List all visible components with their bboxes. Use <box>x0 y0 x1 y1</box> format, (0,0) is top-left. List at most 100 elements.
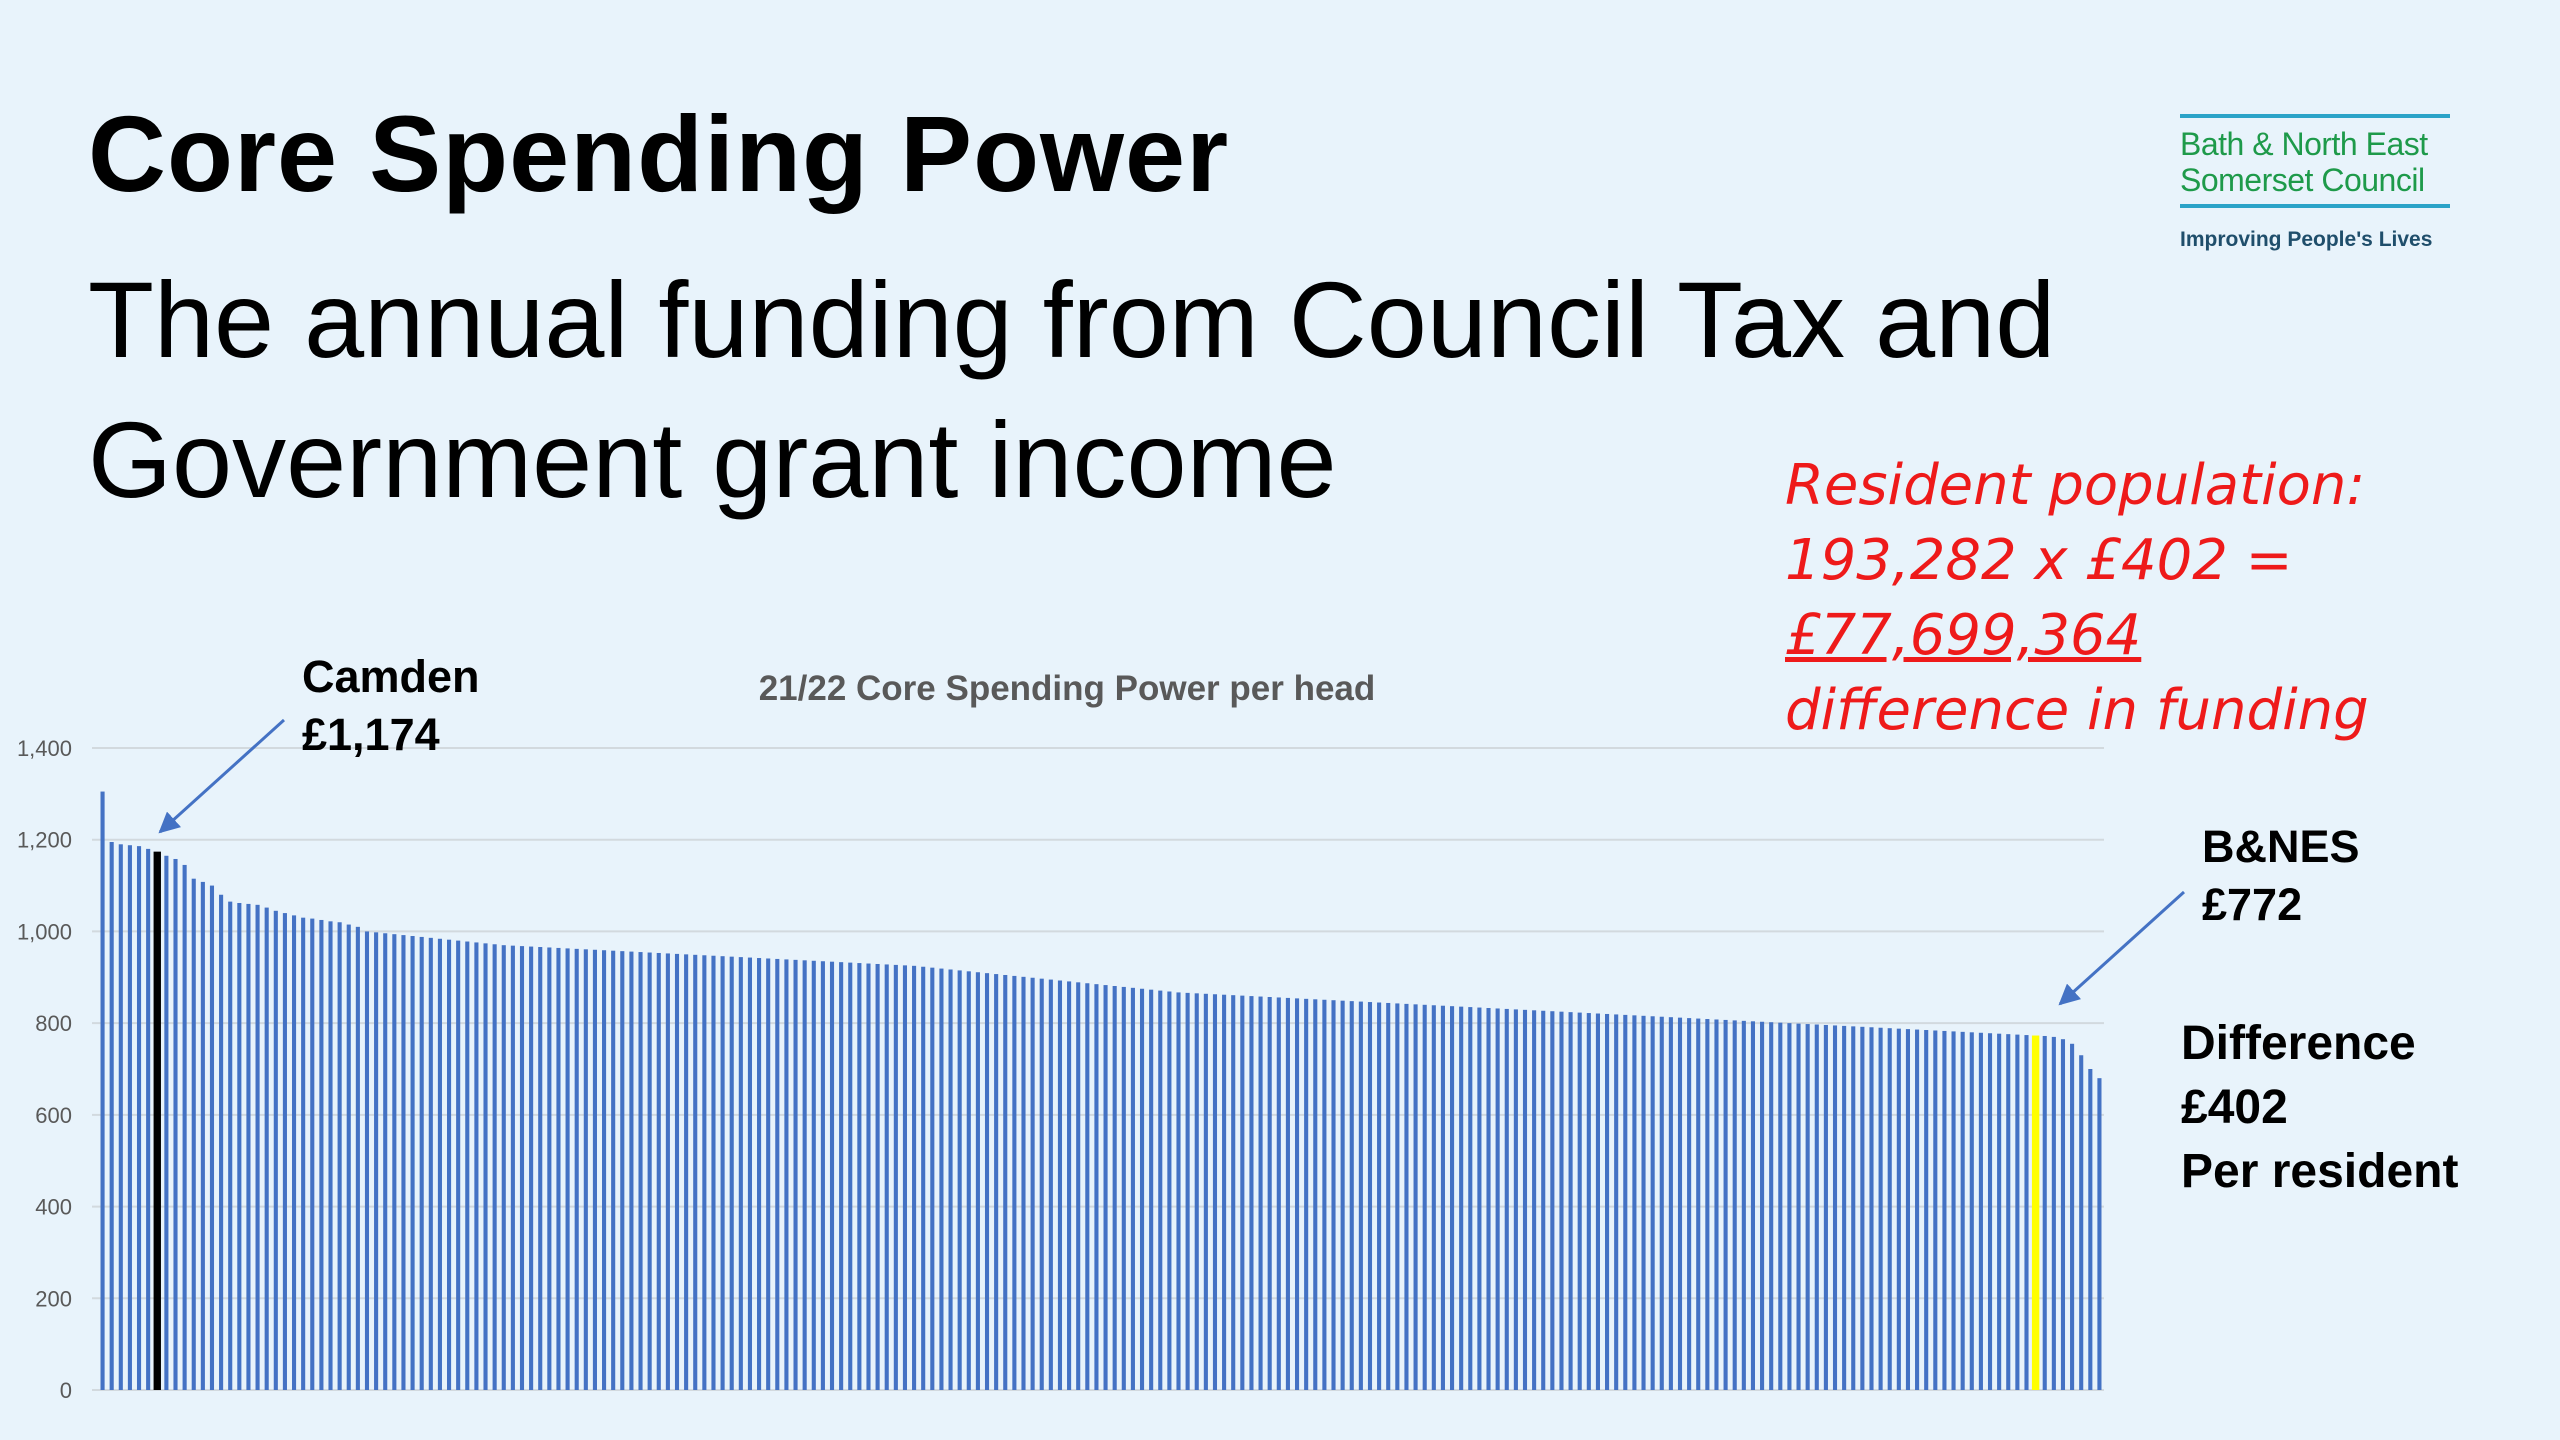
bar <box>1951 1031 1956 1390</box>
bar <box>182 864 187 1390</box>
bar <box>1167 991 1172 1390</box>
bnes-arrow <box>2058 890 2186 1006</box>
bar <box>1559 1011 1564 1390</box>
bar <box>410 936 415 1390</box>
bar <box>1012 975 1017 1390</box>
bar <box>1449 1006 1455 1390</box>
bar <box>2015 1034 2020 1390</box>
bar <box>1249 996 1254 1390</box>
difference-line3: Per resident <box>2181 1145 2459 1198</box>
y-tick-label: 1,200 <box>17 828 72 853</box>
bar <box>1541 1010 1546 1390</box>
bar <box>592 949 597 1390</box>
note-amount: £77,699,364 <box>1785 603 2142 668</box>
bar <box>994 974 999 1390</box>
bar <box>547 947 552 1390</box>
bar <box>574 948 579 1390</box>
bar <box>146 848 151 1390</box>
bar <box>729 956 734 1390</box>
difference-line2: £402 <box>2181 1081 2288 1134</box>
slide-title: Core Spending Power <box>88 93 1230 214</box>
bar <box>1586 1013 1591 1390</box>
bar <box>164 855 169 1390</box>
bar <box>1705 1019 1710 1390</box>
bar <box>693 954 698 1390</box>
bar <box>1942 1030 1947 1390</box>
bar <box>1869 1027 1874 1390</box>
bar <box>465 941 470 1390</box>
bar <box>1377 1002 1382 1390</box>
bar <box>1568 1012 1573 1390</box>
bnes-annotation: B&NES £772 <box>2202 818 2360 934</box>
bar <box>501 945 506 1390</box>
bar <box>328 921 333 1390</box>
bar <box>884 964 889 1390</box>
bar <box>2024 1035 2029 1390</box>
bar <box>556 947 561 1390</box>
bar <box>191 878 196 1390</box>
bar <box>1085 983 1090 1390</box>
bar <box>1212 994 1218 1390</box>
bar <box>1696 1018 1701 1390</box>
bar <box>209 885 215 1390</box>
bar <box>1440 1005 1445 1390</box>
bar <box>1760 1021 1765 1390</box>
bar <box>1304 998 1309 1390</box>
bar <box>1650 1016 1655 1390</box>
bar <box>857 963 862 1390</box>
bar <box>1194 993 1199 1390</box>
bar <box>1486 1008 1491 1390</box>
bar <box>2070 1043 2075 1390</box>
bar <box>474 942 479 1390</box>
bar <box>1358 1001 1363 1390</box>
bar <box>1076 982 1081 1390</box>
logo-top-rule <box>2180 114 2450 118</box>
bar <box>237 902 242 1390</box>
bar <box>246 903 251 1390</box>
bar <box>355 926 360 1390</box>
bar <box>2051 1036 2056 1390</box>
bar <box>1623 1014 1628 1390</box>
bar <box>1741 1020 1746 1390</box>
bar <box>2006 1034 2011 1390</box>
bar <box>1714 1019 1719 1390</box>
bar <box>1331 1000 1336 1390</box>
bar <box>747 957 753 1390</box>
bar <box>392 934 397 1390</box>
bar <box>1322 999 1327 1390</box>
bar <box>1504 1008 1509 1390</box>
bar <box>674 953 680 1390</box>
bar <box>1969 1032 1974 1390</box>
bar <box>1021 976 1026 1390</box>
logo-name-line2: Somerset Council <box>2180 162 2425 198</box>
bar <box>1112 985 1117 1390</box>
bnes-value: £772 <box>2202 879 2303 930</box>
bar <box>428 937 433 1390</box>
bar <box>1723 1019 1728 1390</box>
bar <box>1605 1013 1610 1390</box>
bar <box>1203 993 1208 1390</box>
note-line2: 193,282 x £402 = <box>1785 528 2293 593</box>
bar <box>565 948 570 1390</box>
bar <box>136 846 142 1390</box>
y-tick-label: 1,400 <box>17 736 72 761</box>
bar <box>319 919 324 1390</box>
bar <box>1659 1016 1664 1390</box>
bar <box>1805 1024 1810 1390</box>
bar <box>1103 985 1108 1390</box>
bar <box>1121 986 1126 1390</box>
bar <box>848 962 853 1390</box>
bar <box>173 858 178 1390</box>
bar <box>510 945 515 1390</box>
bar <box>118 844 123 1390</box>
bar <box>2060 1039 2066 1390</box>
bar <box>975 972 980 1390</box>
bar <box>419 936 424 1390</box>
bar <box>1477 1007 1482 1390</box>
bar <box>1413 1004 1418 1390</box>
bar <box>802 960 807 1390</box>
bar <box>1231 995 1236 1390</box>
bar <box>1677 1017 1683 1390</box>
note-line4: difference in funding <box>1785 678 2369 743</box>
bar <box>647 952 652 1390</box>
